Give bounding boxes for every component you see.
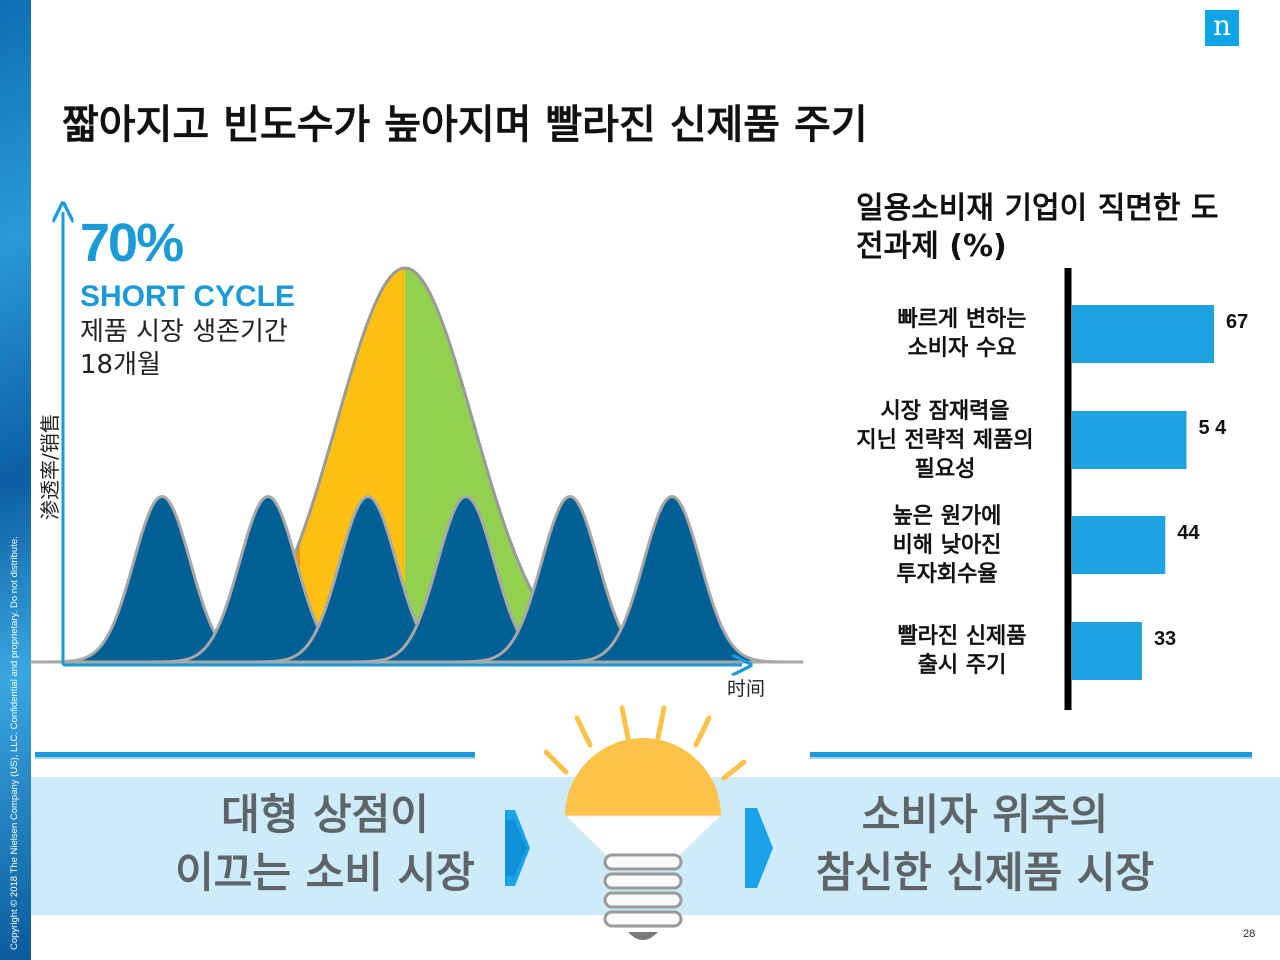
right-market-text: 소비자 위주의 참신한 신제품 시장 — [790, 786, 1180, 902]
chevron-right-icon — [745, 808, 773, 888]
left-market-line-2: 이끄는 소비 시장 — [175, 848, 475, 897]
bar-category-label-line: 투자회수율 — [896, 561, 998, 587]
bar-category-label-line: 소비자 수요 — [907, 336, 1017, 361]
chevron-right-icon — [505, 820, 527, 876]
bar-category-label-line: 높은 원가에 — [892, 503, 1002, 529]
bar-category-label-line: 빨라진 신제품 — [897, 624, 1027, 649]
right-market-line-2: 참신한 신제품 시장 — [815, 848, 1155, 897]
product-lifespan-text: 제품 시장 생존기간 18개월 — [80, 316, 288, 382]
x-axis-label: 时间 — [727, 678, 766, 700]
page-number: 28 — [1243, 928, 1256, 940]
bar-value-label: 5 4 — [1198, 417, 1227, 439]
short-cycle-label: SHORT CYCLE — [80, 280, 296, 313]
divider-right — [810, 752, 1252, 759]
bar-chart-title: 일용소비재 기업이 직면한 도전과제 (%) — [856, 191, 1219, 264]
bar-category-label-line: 지닌 전략적 제품의 — [856, 427, 1034, 453]
bar-category-label-line: 출시 주기 — [917, 653, 1007, 678]
headline-percentage: 70% — [80, 213, 184, 273]
bar-value-label: 44 — [1177, 522, 1200, 544]
short-cycle-curve-6 — [540, 494, 804, 664]
bar-value-label: 67 — [1226, 311, 1249, 333]
lifespan-line-1: 제품 시장 생존기간 — [80, 317, 288, 347]
decorative-side-strip — [0, 0, 31, 960]
nielsen-logo-icon: n — [1205, 10, 1239, 46]
bar-category-label-line: 필요성 — [914, 456, 976, 482]
lifespan-line-2: 18개월 — [80, 350, 161, 380]
page-title: 짧아지고 빈도수가 높아지며 빨라진 신제품 주기 — [62, 102, 868, 148]
right-market-line-1: 소비자 위주의 — [861, 790, 1109, 839]
bar-value-label: 33 — [1153, 628, 1177, 650]
left-market-text: 대형 상점이 이끄는 소비 시장 — [150, 786, 500, 902]
left-market-line-1: 대형 상점이 — [221, 790, 429, 839]
bar-category-label-line: 빠르게 변하는 — [897, 307, 1027, 332]
light-bulb-icon — [543, 705, 747, 940]
bar-category-label-line: 시장 잠재력을 — [880, 398, 1010, 424]
bar-category-label-line: 비해 낮아진 — [892, 532, 1002, 558]
divider-left — [35, 752, 475, 759]
